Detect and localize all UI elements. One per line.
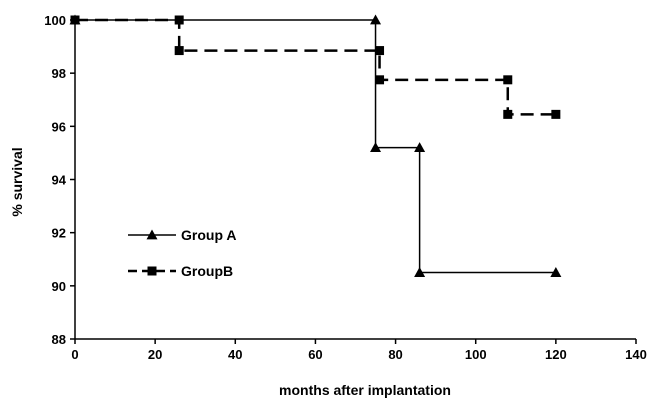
- data-point: [414, 267, 426, 277]
- x-axis-label: months after implantation: [279, 382, 451, 398]
- data-point: [174, 46, 184, 56]
- data-point: [174, 15, 184, 25]
- y-axis-label: % survival: [9, 147, 25, 216]
- series-line: [75, 19, 556, 274]
- series-triangle: [69, 14, 562, 277]
- data-point: [550, 267, 562, 277]
- legend: Group A GroupB: [128, 227, 236, 279]
- data-point: [375, 46, 385, 56]
- series-layer: [69, 14, 562, 277]
- x-tick-label: 140: [625, 347, 647, 362]
- x-tick-label: 100: [465, 347, 487, 362]
- data-point: [503, 75, 513, 85]
- y-tick-label: 88: [52, 332, 66, 347]
- x-axis-ticks: 0 20 40 60 80 100 120 140: [71, 339, 647, 362]
- data-point: [414, 142, 426, 152]
- legend-item: GroupB: [128, 263, 233, 279]
- legend-label: Group A: [181, 227, 236, 243]
- data-point: [375, 75, 385, 85]
- data-point: [370, 14, 382, 25]
- x-tick-label: 120: [545, 347, 567, 362]
- legend-item: Group A: [128, 227, 236, 243]
- x-tick-label: 20: [148, 347, 162, 362]
- data-point: [370, 142, 382, 152]
- data-point: [551, 109, 561, 119]
- legend-marker: [147, 266, 157, 276]
- x-tick-label: 0: [71, 347, 78, 362]
- y-tick-label: 96: [52, 119, 66, 134]
- x-tick-label: 40: [228, 347, 242, 362]
- axes: [74, 20, 636, 340]
- y-axis-ticks: 88 90 92 94 96 98 100: [44, 13, 75, 347]
- y-tick-label: 90: [52, 279, 66, 294]
- y-tick-label: 98: [52, 66, 66, 81]
- data-point: [503, 109, 513, 119]
- y-tick-label: 92: [52, 226, 66, 241]
- legend-label: GroupB: [181, 263, 233, 279]
- series-line: [75, 18, 556, 116]
- legend-marker: [146, 229, 158, 240]
- data-point: [70, 15, 80, 25]
- series-square: [70, 15, 561, 119]
- y-tick-label: 94: [52, 173, 67, 188]
- x-tick-label: 60: [308, 347, 322, 362]
- x-tick-label: 80: [388, 347, 402, 362]
- y-tick-label: 100: [44, 13, 66, 28]
